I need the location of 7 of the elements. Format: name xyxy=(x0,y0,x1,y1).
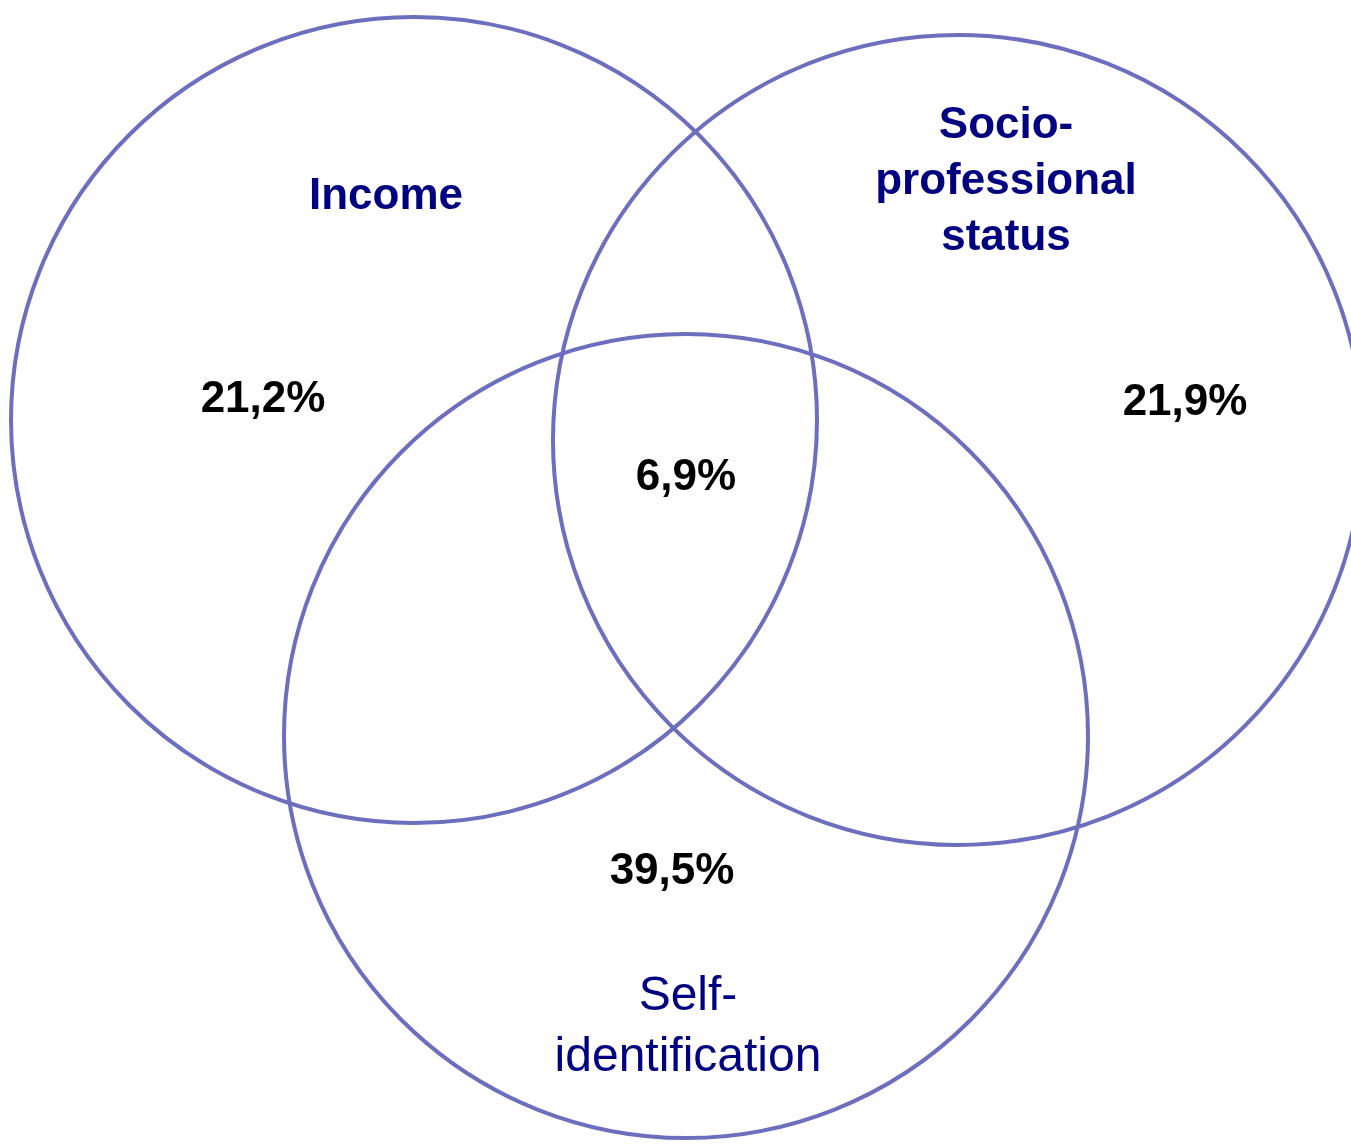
category-label: Socio-professional status xyxy=(875,98,1137,260)
data-label: 39,5% xyxy=(609,844,735,894)
data-label: 21,2% xyxy=(200,372,326,422)
category-label: Income xyxy=(308,169,464,219)
text: 6,9% xyxy=(635,450,737,500)
data-label: 21,9% xyxy=(1122,375,1248,425)
category-label: Self-identification xyxy=(554,967,822,1082)
